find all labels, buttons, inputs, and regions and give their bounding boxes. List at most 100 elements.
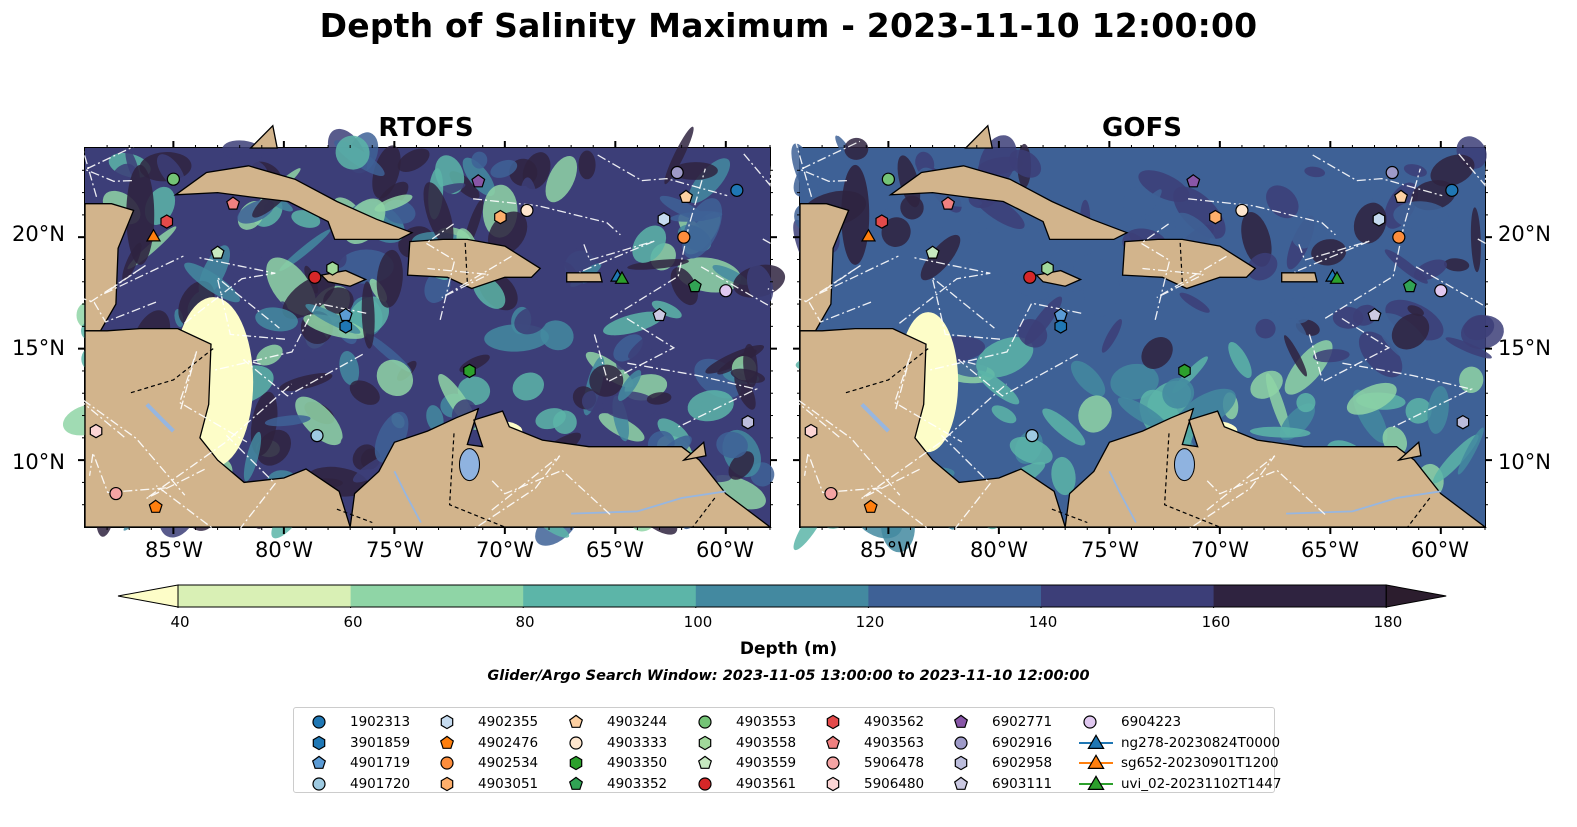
legend-marker [1079, 754, 1113, 769]
legend-label: 1902313 [350, 714, 411, 730]
legend-label: 4903563 [864, 734, 925, 751]
station-4903350-p0 [463, 363, 476, 379]
legend-marker [439, 735, 455, 749]
legend-label: 4903352 [607, 775, 668, 792]
station-4901719-p1 [1053, 307, 1068, 322]
legend-marker-uvi_02-20231102T1447 [1087, 774, 1105, 790]
y-tick-15n-left: 15°N [12, 336, 65, 360]
legend-marker [826, 714, 840, 730]
station-4901720-p0 [310, 428, 324, 443]
station-4902476-p0 [148, 499, 163, 513]
land-puertorico [566, 272, 603, 283]
legend-marker-4902534 [440, 756, 454, 770]
x-tick-65w-left: 65°W [586, 538, 644, 562]
legend-marker-6902916 [954, 735, 968, 750]
station-4903562-p1 [875, 214, 889, 229]
y-tick-15n-right: 15°N [1498, 336, 1551, 360]
legend-marker-6904223 [1083, 715, 1097, 729]
legend-marker-4903559 [697, 755, 713, 769]
legend-marker [569, 755, 583, 771]
colorbar-segment-5 [1041, 585, 1215, 607]
y-tick-10n-right: 10°N [1498, 450, 1551, 474]
y-tick-20n-right: 20°N [1498, 222, 1551, 246]
legend-marker-5906478 [826, 756, 840, 770]
legend-marker [1079, 774, 1113, 790]
panel-title-gofs: GOFS [1102, 113, 1182, 143]
station-4903558-p1 [1041, 261, 1054, 276]
station-4901720-p1 [1025, 428, 1039, 443]
legend-marker-6902958 [954, 755, 968, 771]
legend-marker [568, 776, 584, 790]
legend-label: uvi_02-20231102T1447 [1121, 775, 1282, 792]
station-4903562-p0 [160, 214, 174, 229]
station-5906480-p1 [804, 423, 818, 439]
station-4903244-p0 [679, 189, 694, 204]
station-sg652-20230901T1200-p0 [145, 228, 162, 242]
station-4903563-p1 [941, 196, 956, 210]
legend-label: 4903051 [478, 775, 539, 792]
legend-label: 4902476 [478, 734, 539, 751]
station-4903558-p0 [326, 261, 339, 276]
station-4902534-p1 [1392, 230, 1406, 244]
legend-label: 6902958 [992, 755, 1053, 771]
x-tick-85w-right: 85°W [860, 538, 918, 562]
x-tick-85w-left: 85°W [145, 538, 203, 562]
legend-label: 6902771 [992, 714, 1053, 730]
station-6903111-p1 [1367, 307, 1382, 322]
rtofs-map [52, 124, 911, 546]
legend-marker-4903561 [698, 776, 712, 791]
station-4903559-p0 [210, 245, 225, 259]
land-trinidad [1396, 441, 1422, 462]
station-3901859-p1 [1054, 319, 1068, 334]
legend-marker-4903562 [826, 714, 840, 730]
legend-label: 4903561 [736, 775, 797, 792]
legend-marker [697, 755, 713, 769]
land-central [799, 327, 1067, 528]
legend-marker-4903563 [825, 735, 841, 749]
legend-marker [826, 756, 840, 770]
station-3901859-p0 [339, 319, 353, 334]
legend-marker [568, 714, 584, 728]
colorbar-extend-max [1385, 584, 1447, 608]
station-4903333-p0 [520, 203, 534, 218]
colorbar-segment-4 [868, 585, 1042, 607]
legend-label: 4901719 [350, 755, 411, 771]
colorbar-segment-0 [178, 585, 352, 607]
legend-marker [954, 755, 968, 771]
colorbar-segment-3 [695, 585, 869, 607]
station-4903553-p0 [166, 172, 180, 186]
legend-marker [954, 735, 968, 750]
legend-label: sg652-20230901T1200 [1121, 755, 1279, 771]
station-4902355-p1 [1372, 212, 1386, 227]
legend-label: 4903333 [607, 734, 668, 751]
legend-marker-4903051 [440, 776, 454, 791]
y-tick-10n-left: 10°N [12, 450, 65, 474]
station-6902771-p0 [471, 174, 486, 188]
legend-marker [1083, 715, 1097, 729]
legend-marker-ng278-20230824T0000 [1087, 733, 1105, 749]
cb-tick-140: 140 [1028, 613, 1058, 631]
station-6902771-p1 [1186, 174, 1201, 188]
legend-marker [698, 735, 712, 750]
legend-label: 4903562 [864, 714, 925, 730]
colorbar-segment-2 [523, 585, 697, 607]
legend-label: 6904223 [1121, 714, 1182, 730]
station-6904223-p0 [719, 284, 733, 298]
panel-title-rtofs: RTOFS [378, 113, 474, 143]
legend-marker-4903352 [568, 776, 584, 790]
legend-label: 4902534 [478, 755, 539, 771]
colorbar [117, 584, 1447, 608]
station-6904223-p1 [1434, 284, 1448, 298]
station-1902313-p1 [1445, 183, 1459, 197]
legend-marker-4903558 [698, 735, 712, 750]
colorbar-label: Depth (m) [739, 639, 838, 659]
legend-label: 6903111 [992, 775, 1053, 792]
y-tick-20n-left: 20°N [12, 222, 65, 246]
legend-marker [569, 735, 583, 750]
legend: 1902313 3901859 4901719 4901720 4902355 49024… [293, 707, 1281, 793]
legend-label: 4902355 [478, 714, 539, 730]
station-4903051-p0 [494, 209, 507, 225]
x-tick-65w-right: 65°W [1301, 538, 1359, 562]
legend-marker-4903244 [568, 714, 584, 728]
colorbar-segment-1 [350, 585, 524, 607]
